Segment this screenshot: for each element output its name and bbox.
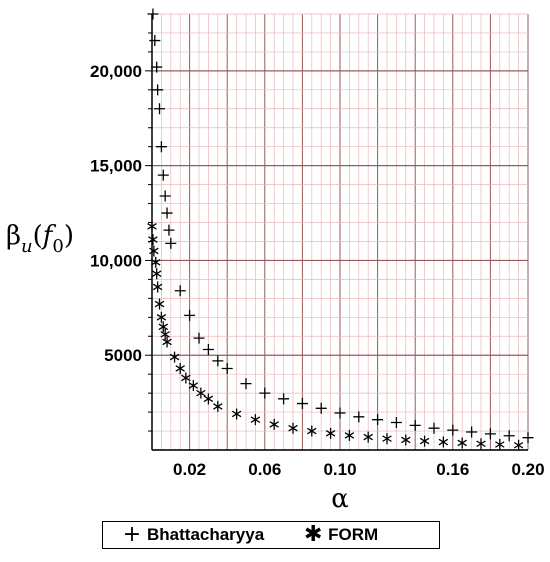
data-point-bhattacharyya	[149, 35, 161, 47]
data-point-bhattacharyya	[165, 237, 177, 249]
legend-item-form: ✱ FORM	[298, 522, 378, 548]
data-point-form	[147, 220, 157, 232]
legend-label-form: FORM	[328, 525, 379, 544]
data-point-form	[160, 328, 170, 340]
x-tick-label: 0.20	[511, 460, 544, 479]
series-form	[147, 220, 524, 451]
grid	[151, 13, 529, 451]
data-point-bhattacharyya	[315, 402, 327, 414]
data-point-form	[152, 281, 163, 293]
data-point-bhattacharyya	[353, 411, 365, 423]
data-point-form	[438, 436, 449, 448]
series-bhattacharyya	[147, 8, 534, 444]
data-point-bhattacharyya	[152, 84, 164, 96]
legend-item-bhattacharyya: + Bhattacharyya	[117, 522, 264, 548]
data-point-bhattacharyya	[147, 8, 159, 20]
data-point-bhattacharyya	[409, 419, 421, 431]
data-point-bhattacharyya	[390, 417, 402, 429]
data-point-bhattacharyya	[447, 424, 459, 436]
data-point-bhattacharyya	[503, 430, 515, 442]
data-point-bhattacharyya	[161, 207, 173, 219]
data-point-bhattacharyya	[296, 398, 308, 410]
data-point-bhattacharyya	[159, 190, 171, 202]
data-point-form	[151, 256, 161, 268]
data-point-form	[213, 400, 223, 412]
data-point-bhattacharyya	[522, 432, 534, 444]
data-point-form	[325, 427, 336, 439]
data-point-bhattacharyya	[334, 407, 346, 419]
y-tick-labels: 5000 10,000 15,000 20,000	[90, 62, 142, 365]
data-point-form	[203, 393, 214, 405]
x-tick-label: 0.02	[173, 460, 206, 479]
data-point-bhattacharyya	[174, 285, 186, 297]
x-tick-labels: 0.02 0.06 0.10 0.16 0.20	[173, 460, 544, 479]
data-point-form	[401, 434, 411, 446]
data-point-form	[344, 429, 355, 441]
data-point-form	[231, 408, 242, 420]
data-point-form	[188, 380, 199, 392]
data-point-bhattacharyya	[157, 169, 169, 181]
y-axis-label: βu(f0)	[6, 221, 74, 257]
data-point-bhattacharyya	[428, 422, 440, 434]
data-point-bhattacharyya	[154, 103, 166, 115]
data-point-form	[269, 418, 279, 430]
data-point-form	[382, 433, 392, 445]
data-point-form	[196, 387, 206, 399]
data-point-bhattacharyya	[212, 355, 224, 367]
data-point-form	[307, 425, 317, 437]
data-point-bhattacharyya	[163, 224, 175, 236]
data-point-form	[154, 298, 165, 310]
data-point-form	[495, 439, 505, 451]
data-point-bhattacharyya	[466, 426, 478, 438]
y-tick-label: 5000	[104, 346, 142, 365]
y-tick-label: 20,000	[90, 62, 142, 81]
x-axis-label: α	[331, 484, 349, 514]
data-point-form	[457, 437, 467, 449]
data-point-bhattacharyya	[155, 141, 167, 153]
plus-marker-icon: +	[122, 522, 142, 547]
data-point-bhattacharyya	[240, 378, 252, 390]
data-point-form	[175, 362, 185, 374]
data-point-form	[169, 351, 180, 363]
data-point-form	[151, 268, 162, 280]
data-point-bhattacharyya	[278, 393, 290, 405]
data-point-form	[149, 245, 159, 257]
legend: + Bhattacharyya ✱ FORM	[102, 521, 440, 549]
data-point-bhattacharyya	[151, 61, 163, 73]
data-point-form	[158, 321, 169, 333]
data-point-form	[476, 438, 486, 450]
x-tick-label: 0.16	[436, 460, 469, 479]
x-tick-label: 0.06	[248, 460, 281, 479]
data-point-bhattacharyya	[372, 414, 384, 426]
data-point-bhattacharyya	[259, 387, 271, 399]
y-tick-label: 15,000	[90, 157, 142, 176]
y-tick-label: 10,000	[90, 251, 142, 270]
data-point-bhattacharyya	[221, 362, 233, 374]
data-point-form	[250, 414, 261, 426]
data-point-form	[156, 311, 167, 323]
data-point-form	[148, 234, 158, 246]
x-tick-label: 0.10	[323, 460, 356, 479]
data-point-bhattacharyya	[202, 344, 214, 356]
data-point-bhattacharyya	[184, 309, 196, 321]
legend-label-bhattacharyya: Bhattacharyya	[147, 525, 265, 544]
data-point-form	[181, 372, 191, 384]
data-point-bhattacharyya	[484, 428, 496, 440]
star-marker-icon: ✱	[303, 522, 323, 547]
data-point-form	[363, 431, 373, 443]
data-point-form	[288, 422, 298, 434]
axes	[145, 13, 528, 451]
data-point-bhattacharyya	[193, 332, 205, 344]
data-point-form	[513, 439, 524, 451]
data-point-form	[419, 435, 430, 447]
data-point-form	[162, 336, 172, 348]
